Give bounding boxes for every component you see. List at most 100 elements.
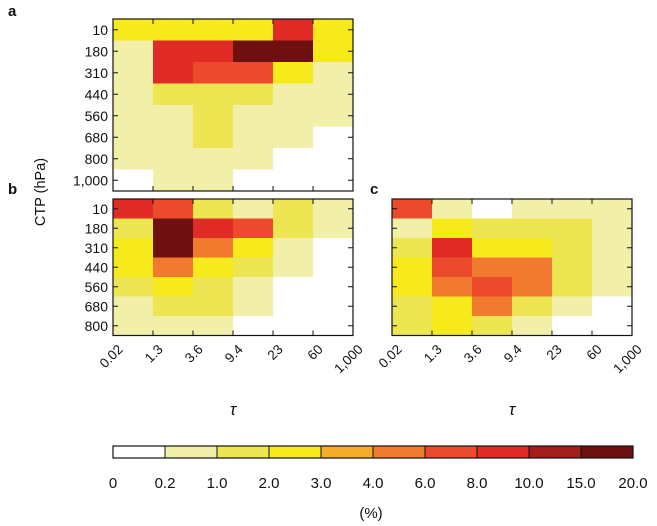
colorbar-tick-label: 10.0: [514, 475, 543, 492]
heatmap-cell: [392, 296, 433, 317]
y-tick-label: 310: [85, 65, 109, 81]
heatmap-cell: [273, 40, 314, 63]
heatmap-cell: [592, 218, 633, 239]
heatmap-cell: [153, 148, 194, 170]
heatmap-cell: [313, 238, 354, 258]
y-axis-label: CTP (hPa): [33, 158, 49, 226]
heatmap-cell: [472, 238, 513, 258]
heatmap-cell: [313, 257, 354, 278]
colorbar-swatch: [165, 446, 218, 458]
heatmap-cell: [233, 218, 274, 239]
panel-letter: b: [8, 181, 17, 198]
colorbar-tick-label: 6.0: [415, 475, 436, 492]
colorbar-tick-label: 15.0: [566, 475, 595, 492]
colorbar-tick-label: 0.2: [155, 475, 176, 492]
y-tick-label: 180: [85, 43, 109, 59]
heatmap-cell: [153, 218, 194, 239]
x-tick-label: 23: [544, 342, 565, 363]
x-tick-label: 60: [305, 342, 326, 363]
heatmap-cell: [472, 218, 513, 239]
x-tick-label: 1,000: [610, 342, 645, 377]
colorbar-swatch: [477, 446, 530, 458]
y-tick-label: 680: [85, 129, 109, 145]
heatmap-cell: [313, 218, 354, 239]
heatmap-cell: [193, 257, 234, 278]
heatmap-cell: [432, 218, 473, 239]
heatmap-cell: [233, 40, 274, 63]
heatmap-cell: [153, 238, 194, 258]
heatmap-cell: [432, 257, 473, 278]
x-axis-label: τ: [509, 400, 517, 419]
heatmap-cell: [273, 126, 314, 149]
heatmap-cell: [592, 277, 633, 297]
heatmap-cell: [193, 83, 234, 106]
heatmap-cell: [233, 296, 274, 317]
colorbar-swatch: [217, 446, 270, 458]
heatmap-cell: [153, 40, 194, 63]
heatmap-panel-a: 10 180 310 440 560 680 800 1,000 a: [8, 3, 354, 192]
heatmap-cell: [552, 199, 593, 219]
heatmap-cell: [472, 257, 513, 278]
heatmap-cell: [512, 218, 553, 239]
heatmap-cell: [233, 169, 274, 192]
heatmap-cell: [113, 169, 154, 192]
heatmap-cell: [113, 148, 154, 170]
heatmap-cell: [313, 316, 354, 336]
heatmap-cell: [193, 277, 234, 297]
heatmap-cell: [233, 199, 274, 219]
heatmap-cell: [193, 148, 234, 170]
heatmap-cell: [113, 218, 154, 239]
heatmap-cell: [113, 316, 154, 336]
heatmap-cell: [313, 83, 354, 106]
heatmap-cell: [193, 105, 234, 127]
heatmap-cell: [193, 316, 234, 336]
heatmap-cell: [233, 316, 274, 336]
heatmap-cell: [512, 238, 553, 258]
x-axis-label: τ: [230, 400, 238, 419]
heatmap-cell: [233, 148, 274, 170]
heatmap-cell: [273, 83, 314, 106]
heatmap-cell: [313, 126, 354, 149]
x-tick-label: 60: [584, 342, 605, 363]
heatmap-cell: [153, 296, 194, 317]
colorbar-tick-label: 0: [109, 475, 117, 492]
colorbar-swatch: [581, 446, 634, 458]
heatmap-cell: [432, 238, 473, 258]
heatmap-cell: [432, 199, 473, 219]
heatmap-cell: [273, 199, 314, 219]
x-tick-label: 3.6: [461, 342, 485, 366]
x-tick-label: 9.4: [501, 341, 525, 365]
colorbar-tick-label: 3.0: [311, 475, 332, 492]
heatmap-cell: [273, 105, 314, 127]
colorbar-tick-label: 8.0: [467, 475, 488, 492]
heatmap-cell: [153, 105, 194, 127]
x-tick-label: 23: [265, 342, 286, 363]
heatmap-cell: [273, 169, 314, 192]
heatmap-cell: [113, 62, 154, 84]
heatmap-cell: [193, 19, 234, 41]
heatmap-cell: [233, 126, 274, 149]
heatmap-cell: [233, 62, 274, 84]
colorbar-tick-label: 2.0: [259, 475, 280, 492]
heatmap-cell: [313, 62, 354, 84]
heatmap-cell: [153, 316, 194, 336]
heatmap-cell: [552, 277, 593, 297]
heatmap-cell: [113, 83, 154, 106]
heatmap-cell: [592, 257, 633, 278]
heatmap-cell: [273, 277, 314, 297]
colorbar-unit-label: (%): [359, 505, 382, 522]
y-tick-label: 440: [85, 86, 109, 102]
heatmap-cell: [193, 296, 234, 317]
colorbar-swatch: [269, 446, 322, 458]
heatmap-cell: [392, 218, 433, 239]
heatmap-cell: [432, 296, 473, 317]
heatmap-cell: [113, 257, 154, 278]
heatmap-cell: [313, 169, 354, 192]
heatmap-cell: [592, 316, 633, 336]
heatmap-cell: [193, 62, 234, 84]
x-tick-label: 1,000: [331, 342, 366, 377]
heatmap-cell: [313, 105, 354, 127]
y-tick-label: 560: [85, 279, 109, 295]
